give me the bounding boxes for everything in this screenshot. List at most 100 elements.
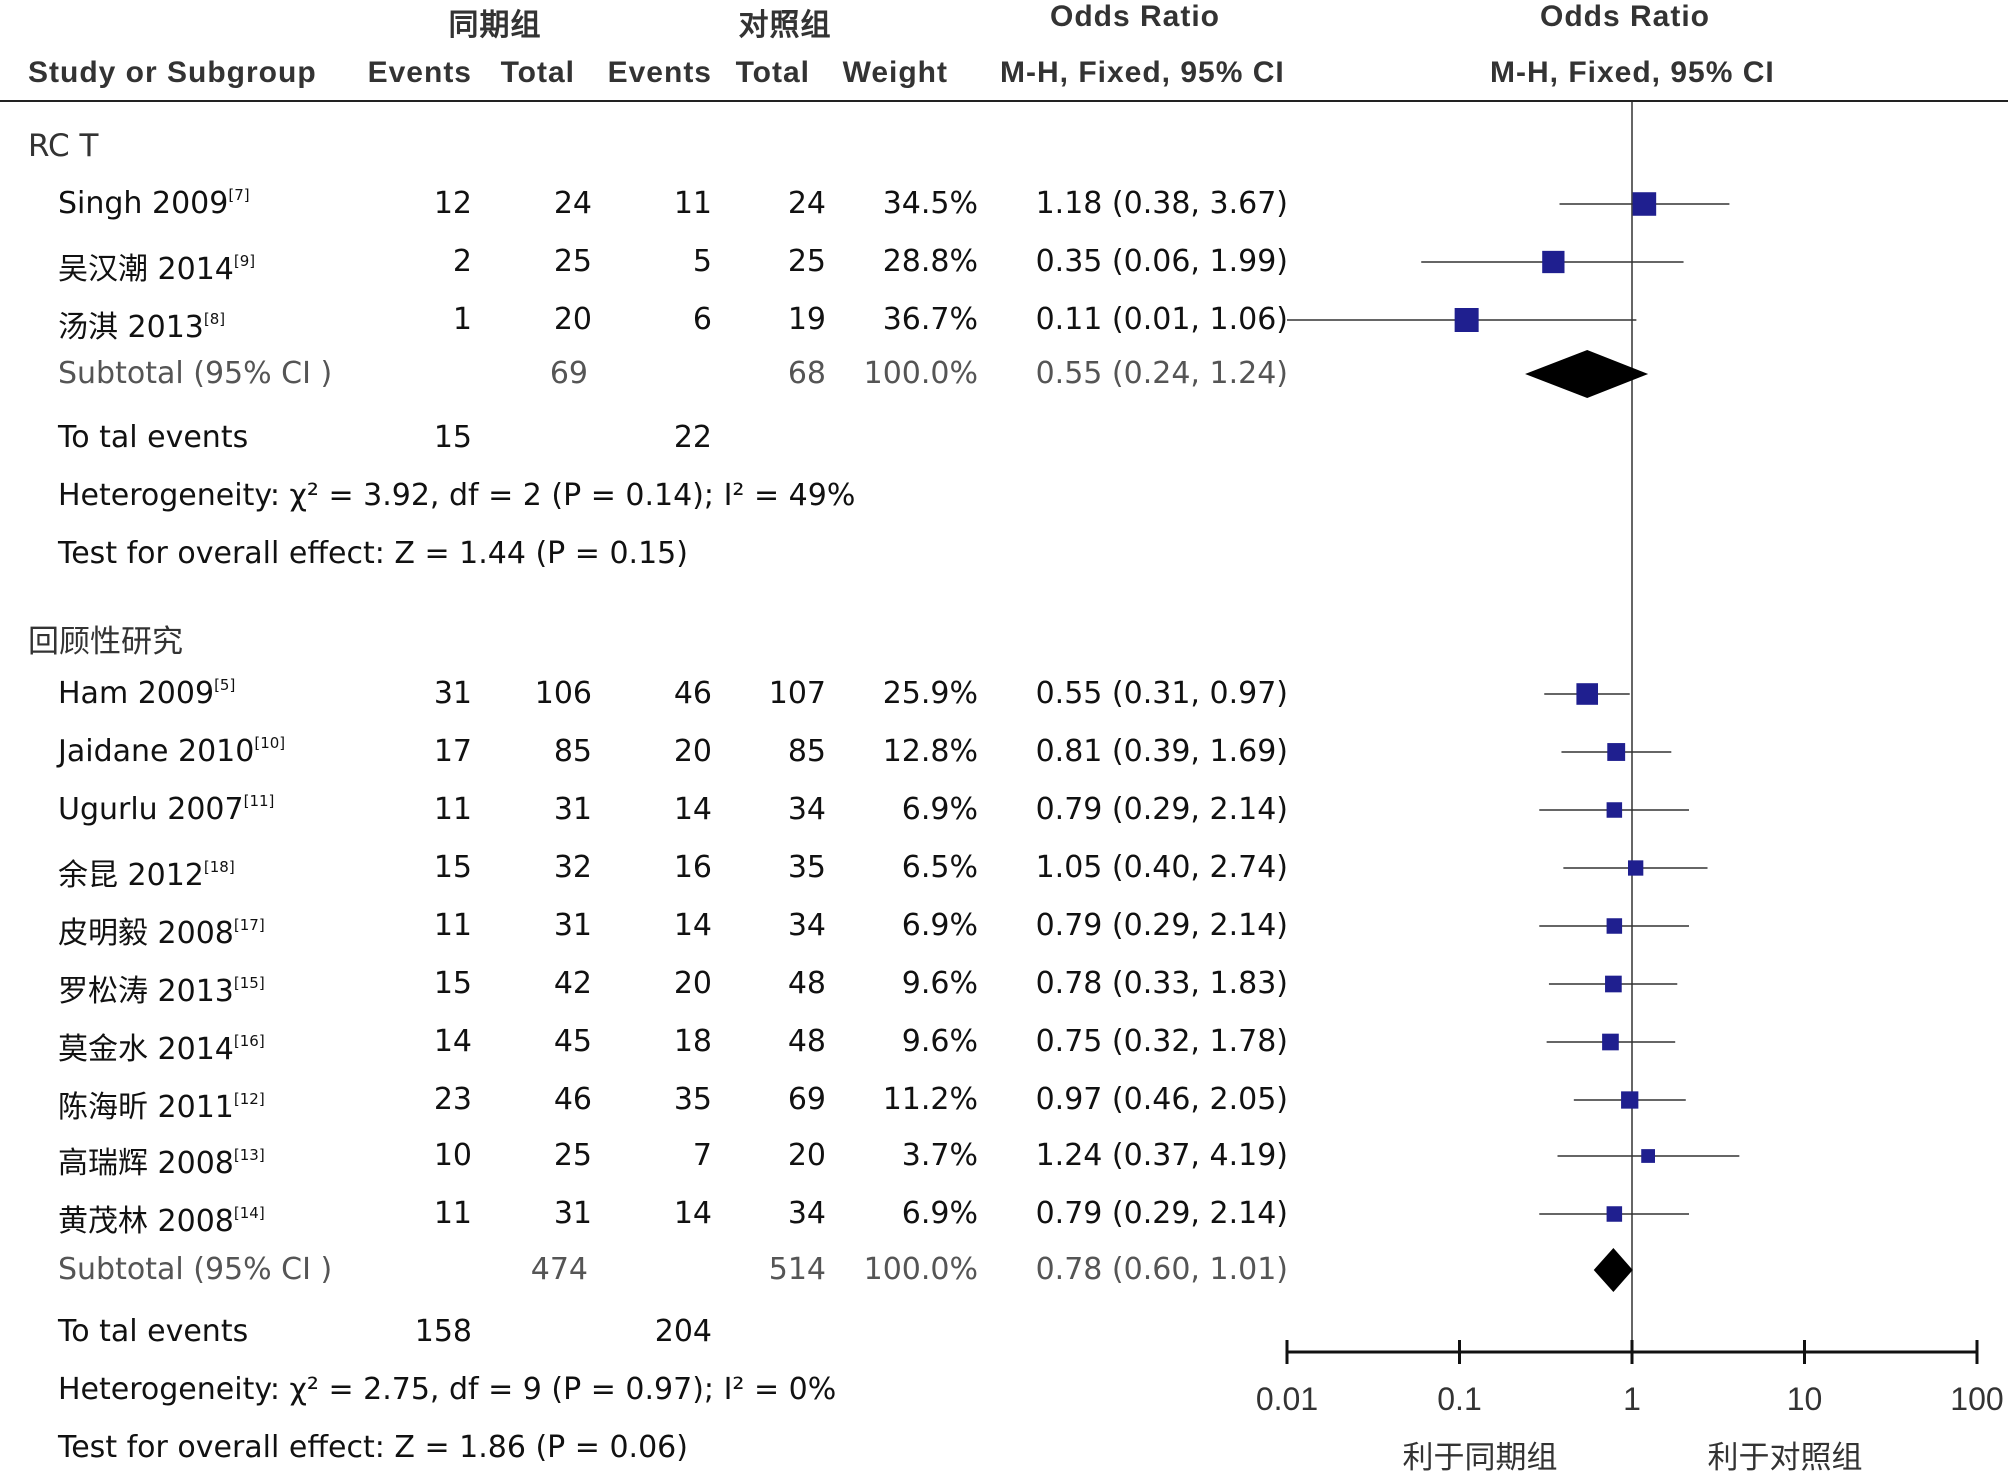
- total-b-cell: 69: [787, 1082, 826, 1117]
- events-a-cell: 11: [433, 792, 472, 827]
- subtotal-or-ci: 0.78 (0.60, 1.01): [1035, 1252, 1288, 1287]
- overall-effect-text: Test for overall effect: Z = 1.44 (P = 0…: [58, 536, 688, 571]
- subtotal-total-a: 474: [530, 1252, 588, 1287]
- total-b-cell: 34: [787, 792, 826, 827]
- study-label: 莫金水 2014: [58, 1032, 234, 1067]
- subtotal-weight: 100.0%: [863, 356, 978, 391]
- study-square: [1576, 683, 1599, 705]
- total-a-cell: 106: [534, 676, 592, 711]
- study-label: 罗松涛 2013: [58, 974, 234, 1009]
- study-name: Ugurlu 2007[11]: [58, 792, 274, 827]
- study-name: Singh 2009[7]: [58, 186, 250, 221]
- total-a-cell: 85: [553, 734, 592, 769]
- study-label: 吴汉潮 2014: [58, 252, 234, 287]
- x-tick-label: 1: [1623, 1381, 1641, 1417]
- events-a-cell: 15: [433, 966, 472, 1001]
- subtotal-or-ci: 0.55 (0.24, 1.24): [1035, 356, 1288, 391]
- events-a-cell: 10: [433, 1138, 472, 1173]
- weight-cell: 6.9%: [901, 792, 978, 827]
- total-b-cell: 20: [787, 1138, 826, 1173]
- weight-cell: 3.7%: [901, 1138, 978, 1173]
- or-ci-cell: 0.78 (0.33, 1.83): [1035, 966, 1288, 1001]
- or-ci-cell: 0.11 (0.01, 1.06): [1035, 302, 1288, 337]
- total-b-cell: 19: [787, 302, 826, 337]
- study-label: 皮明毅 2008: [58, 916, 234, 951]
- total-events-b: 204: [654, 1314, 712, 1349]
- events-a-cell: 31: [433, 676, 472, 711]
- study-label: 陈海昕 2011: [58, 1090, 234, 1125]
- header-rule: [0, 100, 2008, 102]
- group-a-header: 同期组: [448, 9, 542, 42]
- study-name: Ham 2009[5]: [58, 676, 235, 711]
- subtotal-total-b: 514: [768, 1252, 826, 1287]
- or-ci-cell: 0.79 (0.29, 2.14): [1035, 908, 1288, 943]
- total-a-cell: 20: [553, 302, 592, 337]
- total-a-cell: 25: [553, 244, 592, 279]
- study-reference: [16]: [233, 1032, 265, 1050]
- plot-method-header: M-H, Fixed, 95% CI: [1490, 56, 1775, 89]
- favours-right-label: 利于对照组: [1707, 1440, 1863, 1476]
- study-label: 余昆 2012: [58, 858, 204, 893]
- events-b-cell: 7: [692, 1138, 712, 1173]
- total-a-cell: 46: [553, 1082, 592, 1117]
- weight-cell: 34.5%: [882, 186, 978, 221]
- x-tick-label: 0.1: [1437, 1381, 1481, 1417]
- total-a-cell: 45: [553, 1024, 592, 1059]
- subtotal-label: Subtotal (95% CI ): [58, 356, 333, 391]
- favours-left-label: 利于同期组: [1402, 1440, 1558, 1476]
- subtotal-weight: 100.0%: [863, 1252, 978, 1287]
- study-reference: [9]: [233, 252, 256, 270]
- total-events-a: 15: [433, 420, 472, 455]
- study-label: Ham 2009: [58, 676, 215, 711]
- events-a-cell: 11: [433, 1196, 472, 1231]
- subtotal-total-b: 68: [787, 356, 826, 391]
- study-square: [1606, 1206, 1623, 1222]
- group-heading: 回顾性研究: [28, 624, 183, 660]
- study-column-header: Study or Subgroup: [28, 56, 317, 89]
- plot-header: Odds Ratio: [1539, 0, 1710, 33]
- study-square: [1621, 1091, 1639, 1109]
- total-a-cell: 32: [553, 850, 592, 885]
- or-ci-cell: 0.35 (0.06, 1.99): [1035, 244, 1288, 279]
- study-reference: [8]: [203, 310, 226, 328]
- events-a-cell: 12: [433, 186, 472, 221]
- total-a-cell: 25: [553, 1138, 592, 1173]
- weight-cell: 36.7%: [882, 302, 978, 337]
- events-b-cell: 14: [673, 1196, 712, 1231]
- weight-cell: 25.9%: [882, 676, 978, 711]
- total-a-cell: 24: [553, 186, 592, 221]
- total-b-cell: 48: [787, 966, 826, 1001]
- study-reference: [7]: [228, 186, 250, 204]
- total-b-cell: 48: [787, 1024, 826, 1059]
- study-square: [1607, 743, 1626, 761]
- group-b-header: 对照组: [738, 9, 832, 42]
- events-b-cell: 16: [673, 850, 712, 885]
- study-name: 黄茂林 2008[14]: [58, 1196, 265, 1240]
- total-b-cell: 24: [787, 186, 826, 221]
- study-name: 余昆 2012[18]: [58, 850, 235, 894]
- study-reference: [15]: [233, 974, 265, 992]
- subtotal-label: Subtotal (95% CI ): [58, 1252, 333, 1287]
- total-b-cell: 35: [787, 850, 826, 885]
- events-a-cell: 14: [433, 1024, 472, 1059]
- group-heading: RC T: [28, 128, 99, 164]
- total-b-header: Total: [735, 56, 810, 89]
- study-square: [1632, 192, 1657, 216]
- weight-cell: 6.9%: [901, 908, 978, 943]
- study-label: Singh 2009: [58, 186, 229, 221]
- or-ci-cell: 1.18 (0.38, 3.67): [1035, 186, 1288, 221]
- study-reference: [18]: [203, 858, 235, 876]
- study-name: 陈海昕 2011[12]: [58, 1082, 265, 1126]
- total-a-header: Total: [500, 56, 575, 89]
- study-square: [1605, 975, 1622, 993]
- study-name: 吴汉潮 2014[9]: [58, 244, 255, 288]
- study-name: Jaidane 2010[10]: [58, 734, 285, 769]
- weight-cell: 11.2%: [882, 1082, 978, 1117]
- subtotal-diamond: [1525, 350, 1649, 398]
- events-a-header: Events: [367, 56, 472, 89]
- weight-header: Weight: [842, 56, 948, 89]
- events-a-cell: 1: [452, 302, 472, 337]
- events-a-cell: 2: [452, 244, 472, 279]
- study-square: [1606, 802, 1623, 818]
